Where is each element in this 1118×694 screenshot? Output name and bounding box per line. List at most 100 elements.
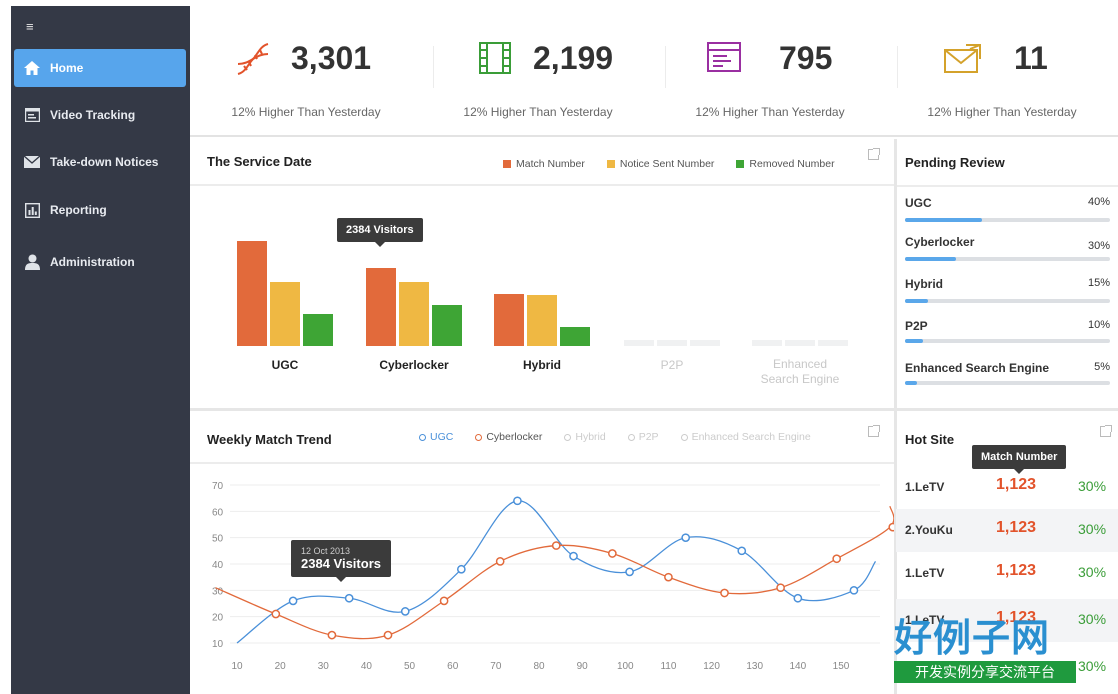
divider — [897, 46, 898, 88]
hot-site-row[interactable]: 1.LeTV 1,123 30% — [896, 552, 1118, 595]
y-tick-label: 70 — [212, 481, 224, 492]
sidebar-item-administration[interactable]: Administration — [14, 243, 186, 281]
legend-item-removed-number[interactable]: Removed Number — [736, 158, 835, 170]
pending-review-item[interactable]: Hybrid 15% — [905, 277, 1110, 313]
x-tick-label: 120 — [703, 661, 720, 672]
data-point-cyberlocker[interactable] — [888, 522, 894, 532]
bar-p2p-match-number[interactable] — [624, 340, 654, 346]
pending-review-item[interactable]: Enhanced Search Engine 5% — [905, 361, 1110, 397]
data-point-ugc[interactable] — [400, 607, 410, 616]
hot-site-row[interactable]: 1.LeTV 1,123 30% — [896, 599, 1118, 642]
sidebar-item-home[interactable]: Home — [14, 49, 186, 87]
pending-review-item[interactable]: P2P 10% — [905, 319, 1110, 355]
data-point-cyberlocker[interactable] — [664, 572, 673, 582]
divider — [433, 46, 434, 88]
bar-enhanced-search-engine-notice-sent-number[interactable] — [785, 340, 815, 346]
legend-item-p2p[interactable]: P2P — [627, 431, 659, 443]
bar-hybrid-removed-number[interactable] — [560, 327, 590, 346]
bar-category-label: Enhanced Search Engine — [760, 357, 840, 386]
data-point-cyberlocker[interactable] — [551, 541, 561, 550]
hot-site-name: 1.LeTV — [905, 613, 945, 627]
bar-hybrid-match-number[interactable] — [494, 294, 524, 346]
legend-item-match-number[interactable]: Match Number — [503, 158, 585, 170]
bar-ugc-removed-number[interactable] — [303, 314, 333, 346]
sidebar-item-reporting[interactable]: Reporting — [14, 191, 186, 229]
data-point-cyberlocker[interactable] — [271, 609, 281, 619]
sidebar-item-label: Take-down Notices — [50, 155, 159, 169]
data-point-cyberlocker[interactable] — [495, 557, 505, 566]
data-point-cyberlocker[interactable] — [607, 549, 617, 558]
expand-icon[interactable] — [1100, 425, 1112, 437]
stat-caption: 12% Higher Than Yesterday — [927, 105, 1077, 119]
panel-title: Pending Review — [905, 155, 1005, 170]
line-chart: 10 20 30 40 50 60 70 10 20 30 40 50 60 70 80 90 100 110 12… — [212, 481, 894, 672]
legend-item-hybrid[interactable]: Hybrid — [564, 431, 606, 443]
sidebar-item-video-tracking[interactable]: Video Tracking — [14, 96, 186, 134]
watermark-subtitle: 开发实例分享交流平台 — [894, 661, 1076, 683]
bar-ugc-notice-sent-number[interactable] — [270, 282, 300, 346]
divider — [190, 184, 895, 186]
data-point-cyberlocker[interactable] — [327, 630, 337, 640]
hot-site-row[interactable]: 2.YouKu 1,123 30% — [896, 509, 1118, 552]
data-point-cyberlocker[interactable] — [720, 588, 729, 598]
progress-track — [905, 218, 1110, 222]
data-point-cyberlocker[interactable] — [832, 554, 842, 564]
data-point-cyberlocker[interactable] — [776, 583, 785, 593]
pending-review-percent: 40% — [1087, 196, 1110, 208]
legend-item-ugc[interactable]: UGC — [419, 431, 453, 443]
data-point-ugc[interactable] — [288, 596, 298, 606]
data-point-ugc[interactable] — [625, 567, 634, 577]
legend-item-notice-sent-number[interactable]: Notice Sent Number — [606, 158, 714, 170]
bar-enhanced-search-engine-removed-number[interactable] — [818, 340, 848, 346]
data-point-ugc[interactable] — [737, 546, 747, 556]
data-point-ugc[interactable] — [849, 585, 859, 595]
stat-value: 2,199 — [533, 40, 614, 76]
bar-p2p-notice-sent-number[interactable] — [657, 340, 687, 346]
data-point-ugc[interactable] — [513, 496, 522, 506]
data-point-cyberlocker[interactable] — [439, 596, 449, 606]
y-tick-label: 30 — [212, 586, 224, 597]
x-tick-label: 100 — [617, 661, 634, 672]
panel-title: The Service Date — [207, 154, 312, 169]
data-point-cyberlocker[interactable] — [383, 630, 393, 640]
data-point-ugc[interactable] — [681, 533, 691, 543]
bar-p2p-removed-number[interactable] — [690, 340, 720, 346]
stat-value: 3,301 — [291, 40, 372, 76]
divider — [190, 462, 894, 464]
bar-hybrid-notice-sent-number[interactable] — [527, 295, 557, 346]
pending-review-item[interactable]: UGC 40% — [905, 196, 1110, 232]
hot-site-percent: 30% — [1078, 611, 1107, 627]
bar-cyberlocker-match-number[interactable] — [366, 268, 396, 346]
bar-cyberlocker-notice-sent-number[interactable] — [399, 282, 429, 346]
data-point-ugc[interactable] — [793, 593, 803, 603]
line-tooltip: 12 Oct 2013 2384 Visitors — [291, 540, 391, 582]
stats-bar: 3,301 12% Higher Than Yesterday 2,199 12… — [190, 6, 1118, 137]
hot-site-row[interactable]: 30% — [896, 646, 1118, 689]
film-icon — [479, 42, 511, 79]
legend-item-cyberlocker[interactable]: Cyberlocker — [475, 431, 542, 443]
sidebar: ≡ Home Video Tracking Take-down Notices … — [11, 6, 190, 694]
divider — [665, 46, 666, 88]
pending-review-item[interactable]: Cyberlocker 30% — [905, 235, 1110, 271]
bar-category-label: Cyberlocker — [379, 358, 449, 372]
reporting-icon — [14, 202, 50, 218]
hot-site-row[interactable]: 1.LeTV 1,123 30% — [896, 466, 1118, 509]
bar-ugc-match-number[interactable] — [237, 241, 267, 346]
menu-toggle-icon[interactable]: ≡ — [26, 19, 34, 34]
x-tick-label: 150 — [833, 661, 850, 672]
bar-enhanced-search-engine-match-number[interactable] — [752, 340, 782, 346]
data-point-ugc[interactable] — [456, 564, 466, 574]
data-point-ugc[interactable] — [569, 551, 578, 561]
chart-legend: UGC Cyberlocker Hybrid P2P Enhanced Sear… — [419, 431, 811, 443]
sidebar-item-label: Administration — [50, 255, 135, 269]
divider — [190, 408, 1118, 411]
bar-cyberlocker-removed-number[interactable] — [432, 305, 462, 346]
expand-icon[interactable] — [868, 148, 880, 160]
sidebar-item-take-down-notices[interactable]: Take-down Notices — [14, 143, 186, 181]
legend-item-enhanced-search-engine[interactable]: Enhanced Search Engine — [680, 431, 811, 443]
expand-icon[interactable] — [868, 425, 880, 437]
stat-card: 2,199 12% Higher Than Yesterday — [422, 6, 654, 136]
pending-review-name: Hybrid — [905, 277, 944, 291]
data-point-ugc[interactable] — [344, 593, 354, 603]
hot-site-value: 1,123 — [996, 519, 1037, 536]
